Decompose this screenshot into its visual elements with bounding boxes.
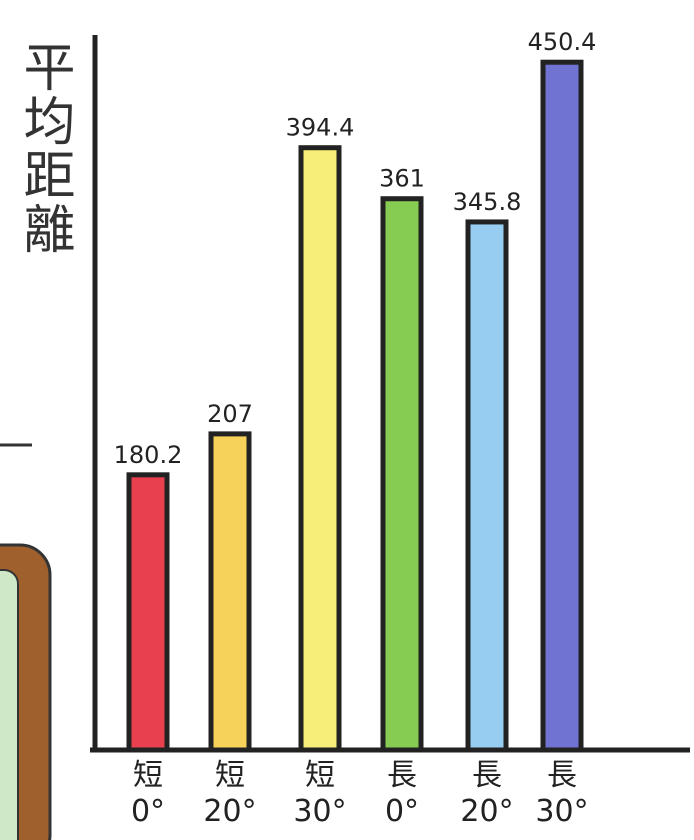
bar [540,59,584,753]
bar [465,219,509,753]
value-label: 207 [207,400,253,428]
x-tick-label: 短 30° [293,758,347,829]
x-tick-label: 長 0° [384,758,420,829]
value-label: 361 [379,165,425,193]
bar [126,472,170,753]
bar [298,145,342,753]
bar [380,196,424,753]
value-label: 394.4 [286,114,355,142]
value-label: 345.8 [453,188,522,216]
x-tick-label: 長 30° [535,758,589,829]
y-axis-label: 平均距離 [14,40,74,256]
value-label: 450.4 [528,28,597,56]
x-tick-label: 短 20° [203,758,257,829]
bar [208,431,252,753]
x-tick-label: 短 0° [130,758,166,829]
x-tick-label: 長 20° [460,758,514,829]
decoration [0,569,19,840]
value-label: 180.2 [114,441,183,469]
